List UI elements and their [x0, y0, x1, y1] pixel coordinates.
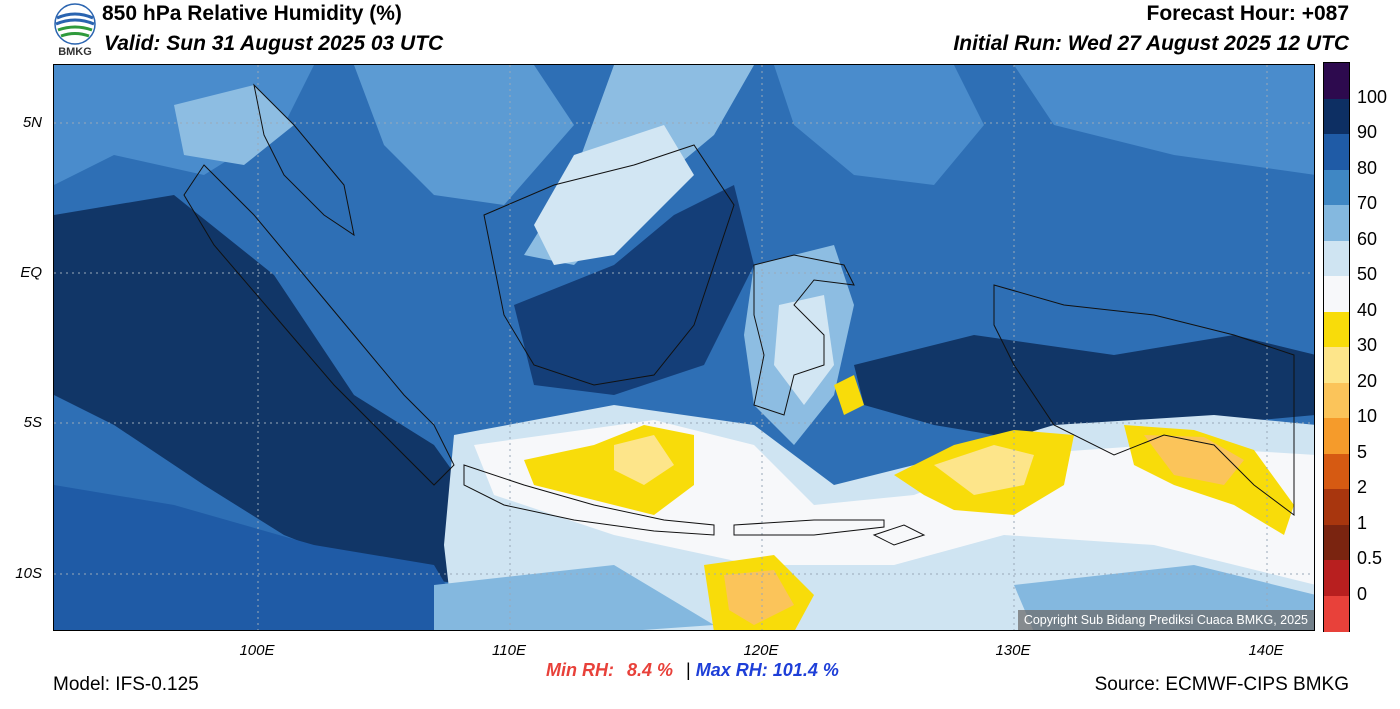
colorbar-segment — [1324, 240, 1349, 277]
coastlines — [183, 83, 1295, 546]
bmkg-logo-emblem — [54, 3, 96, 45]
humidity-field — [54, 65, 1314, 630]
colorbar-label: 2 — [1357, 477, 1368, 497]
colorbar-segment — [1324, 524, 1349, 561]
model-label: Model: IFS-0.125 — [53, 674, 199, 695]
colorbar-segment — [1324, 63, 1349, 99]
source-label: Source: ECMWF-CIPS BMKG — [1094, 674, 1349, 695]
field-peach-banda — [934, 445, 1034, 495]
field-orange-south — [724, 570, 794, 625]
field-dark-west — [54, 195, 484, 585]
initial-run: Initial Run: Wed 27 August 2025 12 UTC — [953, 32, 1349, 55]
colorbar-label: 60 — [1357, 228, 1378, 249]
lon-label-130e: 130E — [995, 642, 1031, 659]
colorbar-label: 0.5 — [1357, 548, 1383, 568]
lat-label-eq: EQ — [20, 264, 42, 281]
field-light-southwest — [434, 565, 714, 630]
colorbar-segment — [1324, 560, 1349, 596]
logo-text: BMKG — [58, 46, 92, 58]
colorbar-segment — [1324, 418, 1349, 454]
coast-malay-peninsula — [253, 83, 355, 237]
field-patch-light-nw — [174, 85, 294, 165]
forecast-hour: Forecast Hour: +087 — [1146, 2, 1350, 25]
bmkg-logo: BMKG — [52, 2, 98, 60]
field-patch-ne — [774, 65, 984, 185]
colorbar — [1323, 62, 1350, 632]
coast-timor — [872, 524, 926, 546]
colorbar-label: 30 — [1357, 335, 1378, 355]
max-rh-value: 101.4 % — [772, 660, 839, 680]
field-southwest — [54, 485, 473, 630]
field-orange-papua-south — [1144, 435, 1244, 485]
colorbar-segment — [1324, 276, 1349, 312]
colorbar-segment — [1324, 382, 1349, 419]
lat-label-5s: 5S — [23, 414, 42, 431]
field-pale-sulawesi — [774, 295, 834, 405]
lon-label-120e: 120E — [743, 642, 779, 659]
lat-label-5n: 5N — [22, 114, 42, 131]
field-patch-pale-north — [534, 125, 694, 265]
coast-new-guinea — [993, 284, 1295, 516]
field-patch-far-ne — [1014, 65, 1314, 175]
field-peach-java — [614, 435, 674, 485]
colorbar-label: 1 — [1357, 512, 1368, 533]
min-rh-value: 8.4 % — [627, 660, 674, 680]
field-dark-borneo — [514, 185, 754, 395]
colorbar-segment — [1324, 489, 1349, 525]
coast-borneo — [483, 144, 735, 386]
coast-sulawesi — [753, 254, 855, 416]
colorbar-segment — [1324, 205, 1349, 241]
colorbar-segment — [1324, 453, 1349, 490]
max-rh-label: Max RH: — [695, 660, 768, 680]
colorbar-label: 20 — [1357, 370, 1378, 391]
colorbar-segment — [1324, 169, 1349, 206]
colorbar-label: 50 — [1357, 264, 1378, 284]
colorbar-label: 10 — [1357, 406, 1378, 426]
copyright-notice: Copyright Sub Bidang Prediksi Cuaca BMKG… — [1017, 610, 1314, 630]
coast-nusa-tenggara — [733, 519, 885, 536]
colorbar-label: 40 — [1357, 299, 1378, 320]
colorbar-label: 70 — [1357, 193, 1378, 213]
rh-stats: Min RH: 8.4 % | Max RH: 101.4 % — [546, 660, 839, 681]
lon-label-110e: 110E — [492, 642, 526, 659]
colorbar-labels: 100 90 80 70 60 50 40 30 20 10 5 2 1 0.5 0 — [1357, 0, 1400, 709]
field-patch-north — [354, 65, 574, 205]
coast-java — [463, 464, 715, 536]
colorbar-label: 90 — [1357, 122, 1378, 142]
valid-time: Valid: Sun 31 August 2025 03 UTC — [104, 32, 444, 55]
colorbar-segment — [1324, 347, 1349, 383]
colorbar-segment — [1324, 311, 1349, 348]
chart-title: 850 hPa Relative Humidity (%) — [102, 2, 402, 25]
rh-separator: | — [686, 660, 691, 680]
min-rh-label: Min RH: — [546, 660, 614, 680]
colorbar-segment — [1324, 98, 1349, 135]
coast-sumatra — [183, 164, 455, 486]
colorbar-label: 100 — [1357, 86, 1388, 107]
colorbar-label: 5 — [1357, 441, 1368, 462]
colorbar-label: 80 — [1357, 157, 1378, 178]
lon-label-140e: 140E — [1248, 642, 1284, 659]
lon-label-100e: 100E — [239, 642, 275, 659]
colorbar-label: 0 — [1357, 583, 1368, 604]
colorbar-segment — [1324, 595, 1349, 632]
colorbar-segment — [1324, 134, 1349, 170]
map-panel: Copyright Sub Bidang Prediksi Cuaca BMKG… — [53, 64, 1315, 631]
field-yellow-gulf — [834, 375, 864, 415]
lat-label-10s: 10S — [15, 565, 42, 582]
